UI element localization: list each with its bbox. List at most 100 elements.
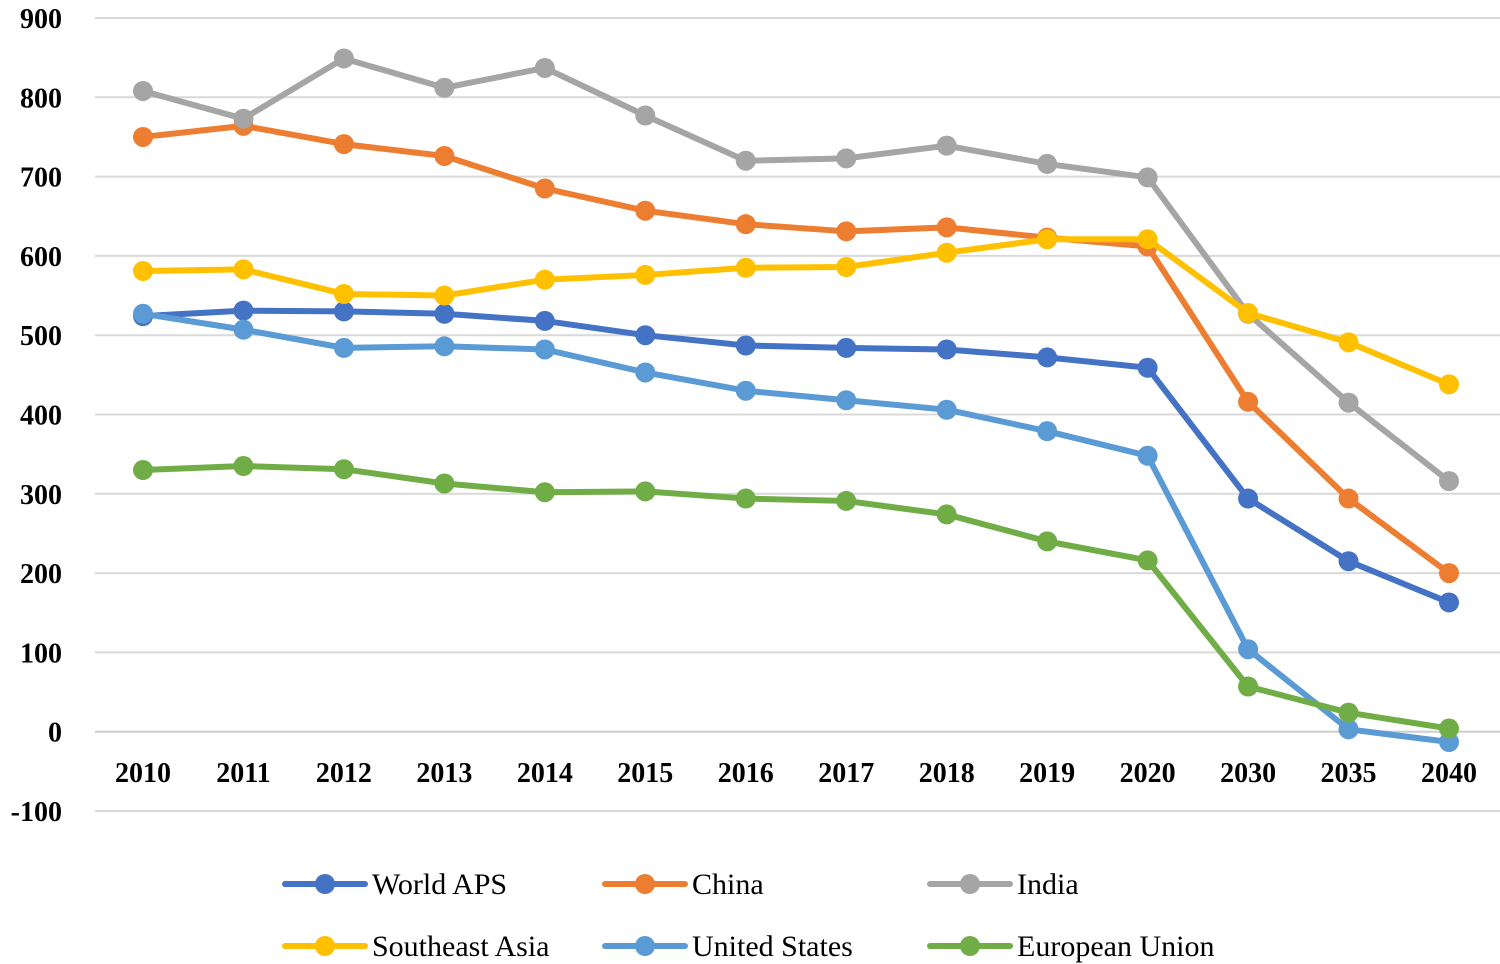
x-tick-label: 2019: [1019, 758, 1075, 789]
data-point: [1137, 445, 1158, 466]
legend-label: China: [692, 868, 764, 901]
data-point: [1439, 374, 1459, 395]
data-point: [333, 48, 354, 69]
x-tick-label: 2016: [718, 758, 774, 789]
data-point: [1137, 229, 1158, 250]
data-point: [936, 399, 957, 420]
data-point: [1439, 718, 1459, 739]
data-point: [333, 134, 354, 155]
gridlines: [95, 17, 1500, 812]
data-point: [534, 482, 555, 503]
data-point: [434, 303, 455, 324]
data-point: [233, 259, 254, 280]
data-point: [936, 217, 957, 238]
data-point: [1238, 488, 1259, 509]
data-point: [133, 260, 153, 281]
series-china: [133, 115, 1459, 584]
x-tick-label: 2015: [617, 758, 673, 789]
data-point: [635, 264, 656, 285]
data-point: [836, 221, 857, 242]
data-point: [1238, 676, 1259, 697]
series-line: [140, 463, 1452, 732]
x-tick-label: 2035: [1321, 758, 1377, 789]
data-point: [434, 285, 455, 306]
series-line: [140, 236, 1452, 388]
legend-swatch-marker: [960, 874, 980, 894]
x-tick-label: 2020: [1120, 758, 1176, 789]
y-axis-ticks: 900 800 700 600 500 400 300 200 100 0 -100: [11, 4, 62, 828]
data-point: [1037, 347, 1058, 368]
data-point: [133, 80, 153, 101]
legend-swatch-marker: [635, 936, 655, 956]
data-point: [735, 488, 756, 509]
x-axis-ticks: 2010 2011 2012 2013 2014 2015 2016 2017 2018 2019…: [115, 758, 1477, 789]
data-point: [836, 390, 857, 411]
y-tick-label: 400: [20, 401, 62, 432]
legend-item: China: [602, 868, 764, 901]
data-point: [1338, 719, 1359, 740]
data-point: [836, 257, 857, 278]
data-point: [534, 269, 555, 290]
data-point: [1238, 639, 1259, 660]
data-point: [233, 300, 254, 321]
data-point: [534, 310, 555, 331]
data-point: [333, 301, 354, 322]
data-point: [133, 460, 153, 481]
data-point: [836, 148, 857, 169]
x-tick-label: 2018: [919, 758, 975, 789]
series-line: [140, 55, 1452, 485]
data-point: [1338, 551, 1359, 572]
data-point: [735, 214, 756, 235]
data-point: [534, 57, 555, 78]
series-line: [140, 310, 1452, 746]
legend-swatch-marker: [960, 936, 980, 956]
data-point: [434, 145, 455, 166]
legend-swatch-marker: [315, 936, 335, 956]
data-point: [1037, 531, 1058, 552]
data-point: [1338, 488, 1359, 509]
y-tick-label: 800: [20, 83, 62, 114]
data-point: [133, 303, 153, 324]
legend-label: India: [1017, 868, 1079, 901]
legend-item: India: [927, 868, 1079, 901]
legend-item: World APS: [282, 868, 507, 901]
legend-item: United States: [602, 930, 853, 963]
data-point: [1439, 592, 1459, 613]
y-tick-label: 0: [48, 718, 62, 749]
data-point: [133, 126, 153, 147]
series-european-union: [133, 456, 1459, 739]
data-point: [635, 325, 656, 346]
data-point: [233, 319, 254, 340]
y-tick-label: 900: [20, 4, 62, 35]
data-point: [836, 490, 857, 511]
x-tick-label: 2013: [416, 758, 472, 789]
x-tick-label: 2010: [115, 758, 171, 789]
data-point: [735, 335, 756, 356]
y-tick-label: 200: [20, 559, 62, 590]
data-point: [434, 473, 455, 494]
data-point: [635, 362, 656, 383]
series-india: [133, 48, 1459, 492]
series-line: [140, 307, 1452, 606]
data-point: [1037, 421, 1058, 442]
legend-swatch-marker: [635, 874, 655, 894]
legend-label: World APS: [372, 868, 507, 901]
legend-item: European Union: [927, 930, 1214, 963]
legend-label: United States: [692, 930, 853, 963]
data-point: [1338, 332, 1359, 353]
data-point: [635, 200, 656, 221]
data-point: [635, 481, 656, 502]
x-tick-label: 2030: [1220, 758, 1276, 789]
data-point: [1439, 563, 1459, 584]
data-point: [333, 337, 354, 358]
data-point: [1338, 392, 1359, 413]
data-point: [735, 380, 756, 401]
data-point: [936, 504, 957, 525]
data-point: [1137, 167, 1158, 188]
data-point: [534, 178, 555, 199]
data-point: [1238, 391, 1259, 412]
y-tick-label: 700: [20, 163, 62, 194]
data-point: [233, 108, 254, 129]
data-point: [233, 456, 254, 477]
